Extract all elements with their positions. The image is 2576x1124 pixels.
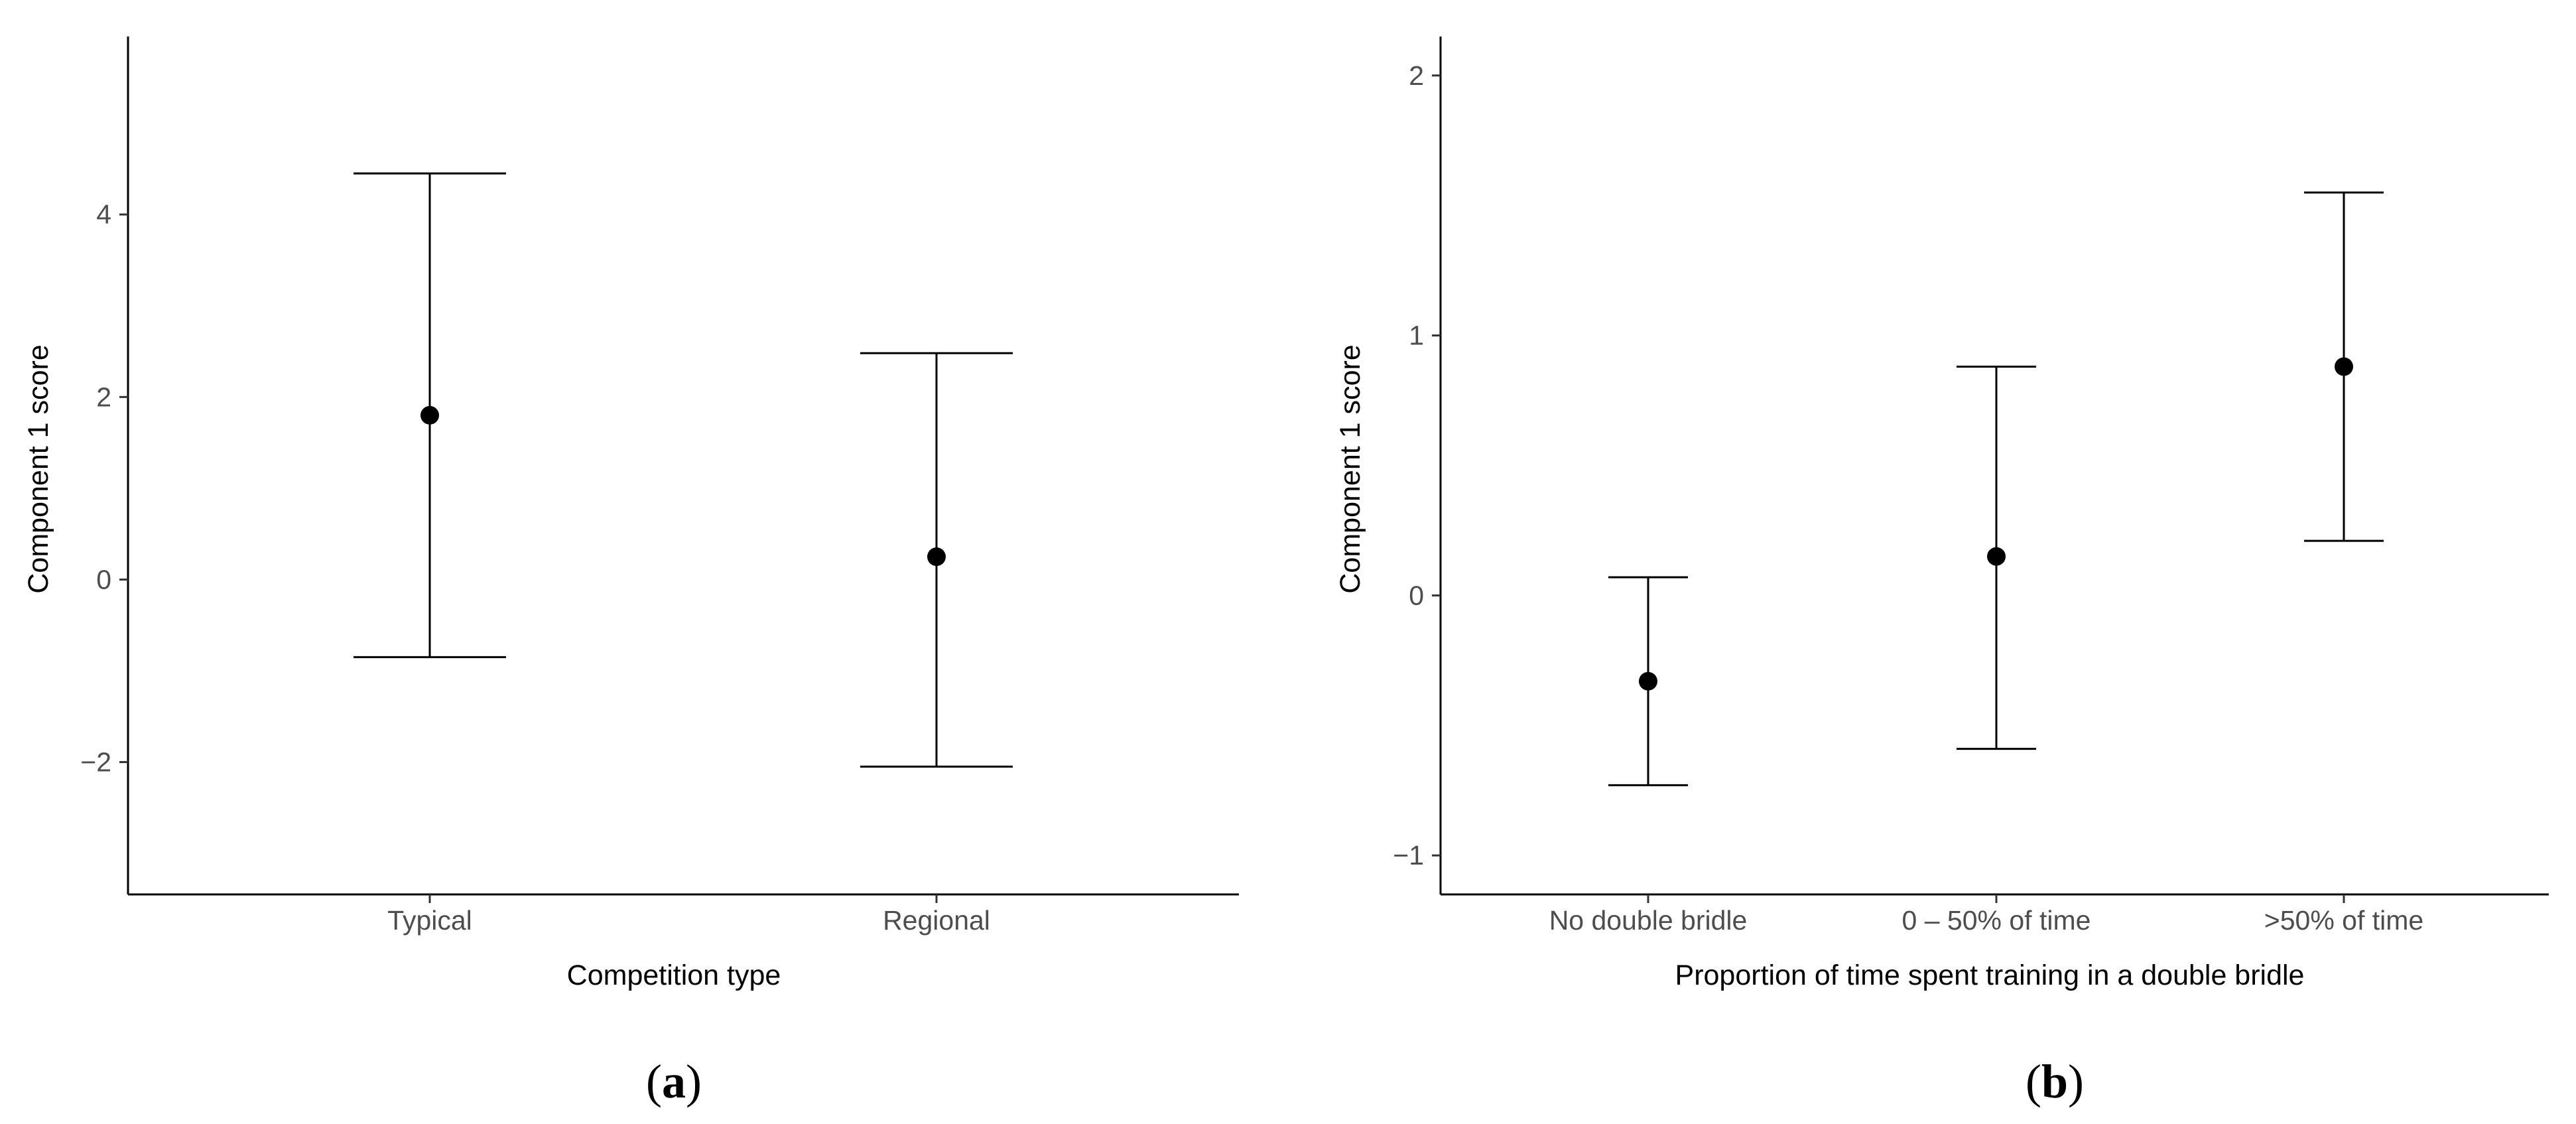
- panel-b-mean-point: [2335, 357, 2353, 376]
- panel-b-label-letter: b: [2041, 1055, 2068, 1108]
- panel-b-y-tick-label: 0: [1409, 580, 1424, 610]
- panel-a-xlabel: Competition type: [567, 959, 781, 991]
- panel-a-y-tick-label: 0: [96, 564, 111, 595]
- panel-a-x-tick-label: Regional: [883, 905, 990, 936]
- panel-a-y-tick-label: 2: [96, 382, 111, 412]
- panel-b-xlabel: Proportion of time spent training in a d…: [1675, 959, 2305, 991]
- panel-b-y-tick-label: −1: [1393, 840, 1424, 871]
- panel-a-mean-point: [420, 405, 439, 425]
- panel-a-chart: Component 1 score Competition type (a) −…: [23, 36, 1239, 1108]
- panel-b-label: (b): [2026, 1055, 2084, 1108]
- panel-a-x-tick-label: Typical: [387, 905, 472, 936]
- panel-b-chart: Component 1 score Proportion of time spe…: [1334, 36, 2549, 1108]
- panel-a-ylabel: Component 1 score: [23, 344, 54, 593]
- panel-b-x-tick-label: No double bridle: [1549, 905, 1748, 936]
- panel-a-y-tick-label: 4: [96, 199, 111, 230]
- panel-a-label: (a): [646, 1055, 702, 1108]
- panel-b-y-tick-label: 1: [1409, 320, 1424, 351]
- panel-b-x-tick-label: 0 – 50% of time: [1902, 905, 2091, 936]
- panel-b-ylabel: Component 1 score: [1334, 344, 1366, 593]
- panel-a-mean-point: [927, 547, 946, 567]
- panel-a-label-letter: a: [662, 1055, 686, 1108]
- panel-b-x-tick-label: >50% of time: [2264, 905, 2423, 936]
- panel-b-mean-point: [1987, 547, 2006, 566]
- panel-b-y-tick-label: 2: [1409, 60, 1424, 91]
- panel-b-mean-point: [1639, 671, 1657, 691]
- panel-a-y-tick-label: −2: [80, 747, 111, 778]
